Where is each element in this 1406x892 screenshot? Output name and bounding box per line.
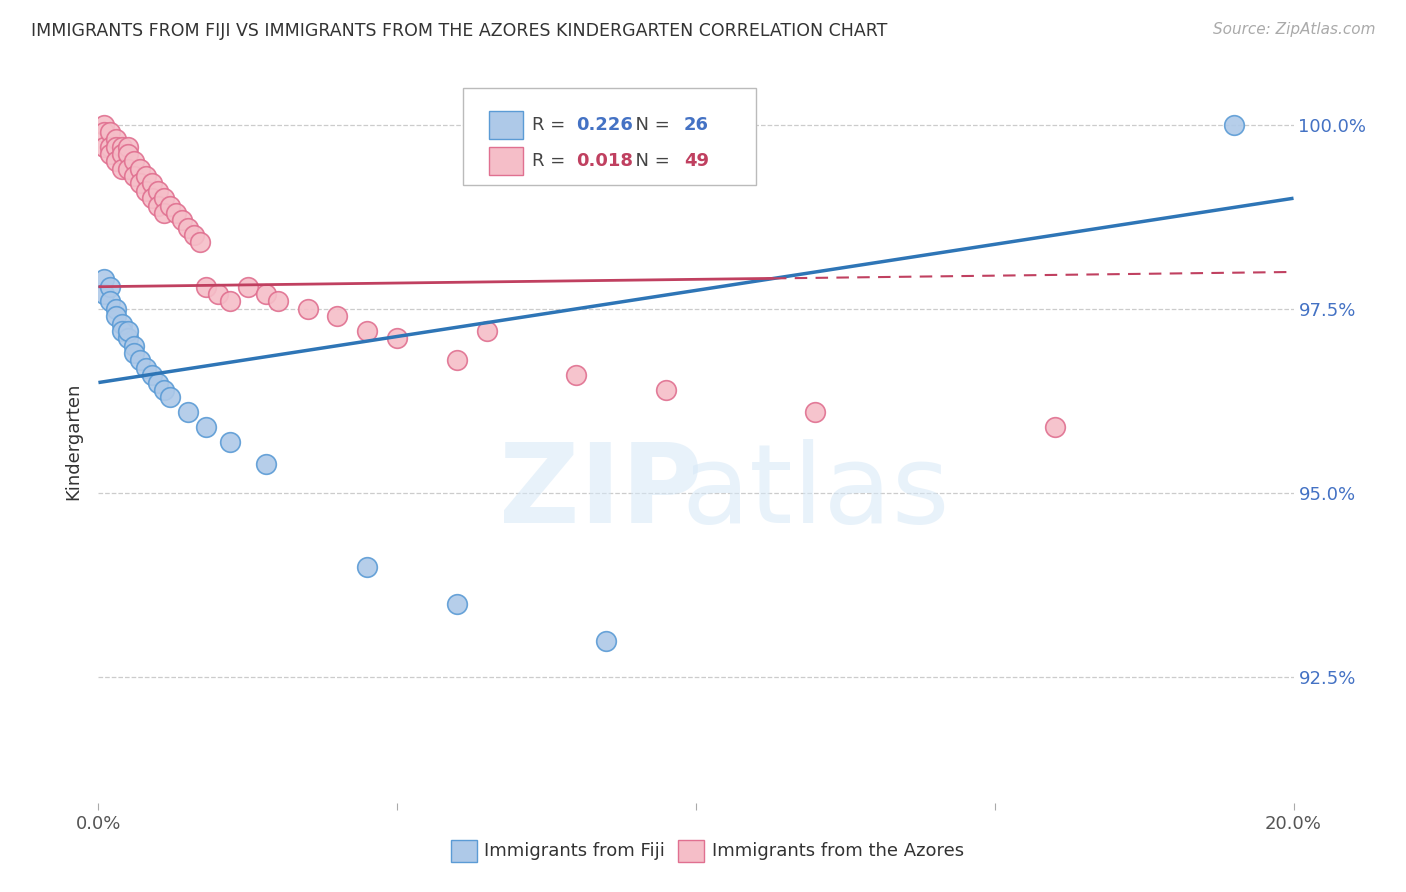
Point [117,324,139,338]
FancyBboxPatch shape [451,840,477,862]
Text: 0.226: 0.226 [576,116,633,134]
Point [446,597,468,611]
Point [446,353,468,368]
Point [159,390,181,404]
Point [93,139,115,153]
Point [129,161,152,176]
Point [565,368,588,383]
Point [655,383,678,397]
Point [93,287,115,301]
FancyBboxPatch shape [489,112,523,139]
Point [117,147,139,161]
Point [105,132,128,146]
Text: R =: R = [533,116,571,134]
Point [105,309,128,323]
Text: ZIP: ZIP [499,439,702,546]
Point [98,139,122,153]
Point [153,206,176,220]
Point [219,294,242,309]
Point [135,360,157,375]
Point [195,279,218,293]
Point [475,324,498,338]
Y-axis label: Kindergarten: Kindergarten [65,383,83,500]
Point [129,353,152,368]
Point [165,206,187,220]
Text: 0.018: 0.018 [576,153,634,170]
Point [141,191,163,205]
Point [177,220,200,235]
Point [124,346,146,360]
Point [1043,419,1066,434]
FancyBboxPatch shape [463,87,756,185]
Point [236,279,259,293]
Point [172,213,194,227]
Point [153,191,176,205]
Point [98,125,122,139]
Text: Immigrants from Fiji: Immigrants from Fiji [485,842,665,860]
FancyBboxPatch shape [489,147,523,175]
Point [105,154,128,169]
Point [93,125,115,139]
Point [124,154,146,169]
Point [356,560,378,574]
Point [111,161,134,176]
Point [804,405,827,419]
Text: N =: N = [624,116,676,134]
Point [105,301,128,316]
Text: 26: 26 [685,116,709,134]
Text: Source: ZipAtlas.com: Source: ZipAtlas.com [1212,22,1375,37]
Point [93,118,115,132]
Point [326,309,349,323]
Point [141,368,163,383]
Point [356,324,378,338]
Point [124,339,146,353]
Point [98,294,122,309]
Point [124,169,146,183]
Point [207,287,229,301]
Point [111,139,134,153]
Text: Immigrants from the Azores: Immigrants from the Azores [711,842,963,860]
Point [385,331,409,345]
Text: IMMIGRANTS FROM FIJI VS IMMIGRANTS FROM THE AZORES KINDERGARTEN CORRELATION CHAR: IMMIGRANTS FROM FIJI VS IMMIGRANTS FROM … [31,22,887,40]
Point [148,376,170,390]
Point [267,294,290,309]
Point [188,235,211,250]
Point [98,279,122,293]
Point [183,228,205,243]
Point [135,169,157,183]
Point [117,161,139,176]
Point [297,301,319,316]
Point [148,199,170,213]
Point [111,317,134,331]
Point [595,633,617,648]
Text: 49: 49 [685,153,709,170]
Point [148,184,170,198]
Point [117,139,139,153]
Point [159,199,181,213]
Point [1223,118,1246,132]
Point [219,434,242,449]
Point [254,287,277,301]
Point [153,383,176,397]
Point [111,147,134,161]
Text: N =: N = [624,153,676,170]
Point [177,405,200,419]
Point [254,457,277,471]
Point [98,147,122,161]
Point [93,272,115,286]
Point [135,184,157,198]
Point [117,331,139,345]
Point [111,324,134,338]
Text: atlas: atlas [682,439,949,546]
Point [141,177,163,191]
Point [129,177,152,191]
Point [105,139,128,153]
Point [195,419,218,434]
Text: R =: R = [533,153,571,170]
FancyBboxPatch shape [678,840,704,862]
